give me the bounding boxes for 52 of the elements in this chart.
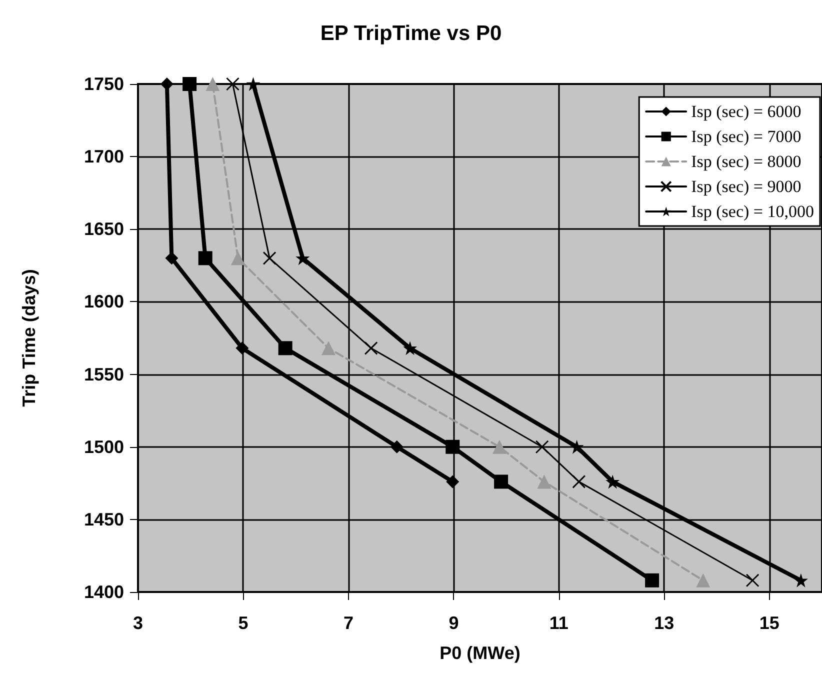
point: [537, 474, 552, 489]
point: [296, 251, 310, 266]
point: [206, 77, 220, 91]
point: [182, 77, 197, 91]
x-tick-label: 3: [132, 613, 144, 633]
legend-label: Isp (sec) = 9000: [691, 177, 802, 196]
y-tick-label: 1700: [84, 146, 124, 167]
legend-label: Isp (sec) = 7000: [691, 127, 802, 146]
point: [165, 252, 178, 265]
point: [606, 474, 620, 489]
point: [390, 440, 404, 454]
x-tick-label: 15: [759, 613, 780, 633]
point: [321, 341, 336, 356]
x-tick-label: 11: [549, 613, 568, 633]
y-tick-label: 1500: [84, 436, 124, 457]
x-tick-label: 9: [448, 613, 459, 633]
point: [278, 341, 292, 356]
point: [446, 440, 460, 454]
point: [645, 573, 660, 588]
y-tick-label: 1650: [84, 219, 124, 240]
point: [230, 251, 245, 266]
x-axis-title: P0 (MWe): [440, 643, 520, 663]
point: [492, 440, 506, 454]
chart-title: EP TripTime vs P0: [320, 22, 502, 45]
point: [696, 573, 710, 588]
point: [446, 475, 460, 488]
y-tick-label: 1750: [84, 74, 124, 94]
point: [403, 341, 418, 356]
y-axis-title: Trip Time (days): [19, 269, 39, 407]
point: [160, 78, 174, 90]
y-tick-label: 1550: [84, 364, 124, 384]
point: [535, 440, 549, 454]
point: [198, 251, 212, 266]
legend-label: Isp (sec) = 10,000: [691, 202, 814, 221]
point: [364, 341, 378, 355]
point: [262, 251, 276, 265]
y-tick-label: 1400: [84, 582, 124, 602]
point: [246, 77, 260, 91]
point: [226, 77, 240, 91]
point: [572, 474, 586, 488]
x-tick-label: 5: [238, 613, 248, 633]
point: [746, 574, 760, 588]
legend-label: Isp (sec) = 8000: [691, 152, 802, 171]
point: [570, 440, 584, 454]
x-tick-label: 13: [654, 613, 674, 633]
legend-label: Isp (sec) = 6000: [691, 102, 802, 121]
point: [494, 474, 508, 489]
y-tick-label: 1450: [84, 509, 124, 530]
point: [794, 573, 808, 588]
point: [236, 342, 249, 355]
y-tick-label: 1600: [84, 292, 124, 312]
x-tick-label: 7: [343, 613, 354, 633]
